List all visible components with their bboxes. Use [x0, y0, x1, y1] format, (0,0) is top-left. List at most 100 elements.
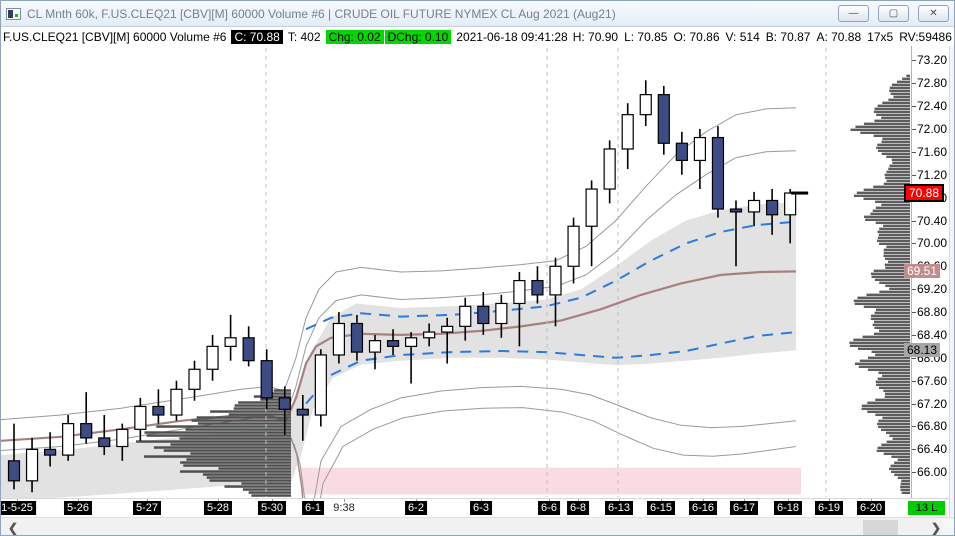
time-tick-label: 6-2 [405, 501, 427, 515]
time-tick [272, 499, 273, 502]
candle-body [405, 337, 418, 347]
left-volume-profile-bar [228, 413, 291, 416]
volume-profile-bar [854, 302, 910, 306]
volume-profile-bar [864, 215, 910, 219]
volume-profile-bar [884, 395, 910, 399]
time-tick-label: 6-3 [470, 501, 492, 515]
candle-body [513, 279, 526, 305]
volume-profile-bar [886, 245, 910, 249]
scroll-left-button[interactable]: ❮ [8, 521, 19, 535]
candle-body [98, 437, 111, 448]
volume-profile-bar [879, 290, 910, 294]
volume-profile-bar [853, 338, 910, 342]
tick-count-label: T: 402 [287, 30, 321, 44]
left-volume-profile-bar [170, 443, 291, 446]
volume-profile-bar [874, 311, 910, 315]
volume-profile-bar [879, 242, 910, 246]
volume-profile-bar [897, 458, 910, 462]
volume-profile-bar [883, 251, 910, 255]
volume-profile-bar [877, 149, 910, 153]
volume-profile-bar [886, 170, 910, 174]
volume-profile-bar [850, 344, 910, 348]
scrollbar-thumb[interactable] [863, 520, 898, 535]
time-tick-label: 1-5-25 [1, 501, 36, 515]
volume-profile-bar [859, 359, 910, 363]
volume-profile-bar [875, 413, 910, 417]
volume-profile-bar [892, 437, 910, 441]
left-volume-profile-bar [248, 491, 291, 494]
symbol-label: F.US.CLEQ21 [CBV][M] 60000 Volume #6 [3, 30, 227, 44]
candle-body [386, 340, 400, 347]
candle-body [260, 360, 273, 399]
volume-profile-bar [890, 92, 910, 96]
volume-profile-bar [867, 368, 910, 372]
volume-profile-bar [878, 386, 910, 390]
volume-profile-bar [902, 77, 910, 81]
time-tick [788, 499, 789, 502]
time-tick-label: 6-18 [773, 501, 803, 515]
candle-body [603, 148, 616, 190]
time-tick [17, 499, 18, 502]
window-right-frame [949, 46, 954, 535]
chart-plot-area[interactable] [1, 46, 911, 535]
price-tick-label: 66.80 [911, 419, 948, 434]
price-tick-label: 66.40 [911, 442, 948, 457]
volume-profile-bar [872, 323, 910, 327]
candle-body [332, 322, 345, 356]
window-titlebar[interactable]: CL Mnth 60k, F.US.CLEQ21 [CBV][M] 60000 … [1, 1, 954, 27]
volume-profile-bar [861, 407, 910, 411]
time-axis[interactable]: 13 L 1-5-25 5-26 5-27 5-28 5-30 6-1 9:38 6-2 6-3… [1, 498, 949, 517]
candle-body [459, 305, 472, 327]
close-price-chip: C: 70.88 [231, 30, 283, 44]
volume-profile-bar [877, 143, 910, 147]
volume-profile-bar [870, 272, 910, 276]
candle-body [549, 265, 562, 296]
volume-profile-bar [863, 305, 910, 309]
horizontal-scrollbar[interactable]: ❮ ❯ [1, 517, 954, 535]
session-status-badge[interactable]: 13 L [908, 501, 945, 515]
volume-profile-bar [881, 428, 910, 432]
volume-profile-bar [865, 218, 910, 222]
candle-body [350, 322, 364, 353]
minimize-button[interactable]: — [838, 5, 869, 22]
volume-profile-bar [894, 473, 910, 477]
maximize-button[interactable]: ▢ [878, 5, 909, 22]
left-volume-profile-bar [185, 428, 291, 431]
volume-profile-bar [870, 314, 910, 318]
volume-profile-bar [876, 239, 910, 243]
volume-profile-bar [901, 479, 910, 483]
volume-profile-bar [890, 470, 910, 474]
volume-profile-bar [892, 161, 910, 165]
candle-body [206, 345, 219, 370]
datetime-label: 2021-06-18 09:41:28 [456, 30, 568, 44]
volume-profile-bar [885, 266, 910, 270]
volume-profile-bar [878, 371, 910, 375]
scroll-right-button[interactable]: ❯ [931, 521, 942, 535]
candle-body [585, 188, 598, 227]
volume-profile-bar [879, 227, 910, 231]
volume-profile-bar [889, 434, 910, 438]
volume-profile-bar [883, 452, 910, 456]
volume-profile-bar [860, 131, 910, 135]
volume-profile-bar [881, 116, 910, 120]
left-volume-profile-bar [209, 479, 291, 482]
volume-profile-bar [884, 257, 910, 261]
left-volume-profile-bar [144, 455, 291, 458]
volume-profile-bar [875, 206, 910, 210]
support-zone [301, 467, 801, 495]
candle-body [43, 448, 57, 456]
left-volume-profile-bar [163, 449, 291, 452]
time-tick-label: 6-17 [729, 501, 759, 515]
time-tick [744, 499, 745, 502]
left-volume-profile-bar [196, 416, 291, 419]
price-axis[interactable]: 73.2072.8072.4072.0071.6071.2070.8070.40… [904, 46, 949, 498]
candle-body [567, 225, 580, 267]
left-volume-profile-bar [206, 476, 291, 479]
close-button[interactable]: ✕ [918, 5, 949, 22]
volume-profile-bar [874, 320, 910, 324]
candle-body [423, 331, 436, 339]
candle-body [62, 423, 75, 456]
price-tick-label: 73.20 [911, 53, 948, 68]
time-tick [344, 499, 345, 502]
